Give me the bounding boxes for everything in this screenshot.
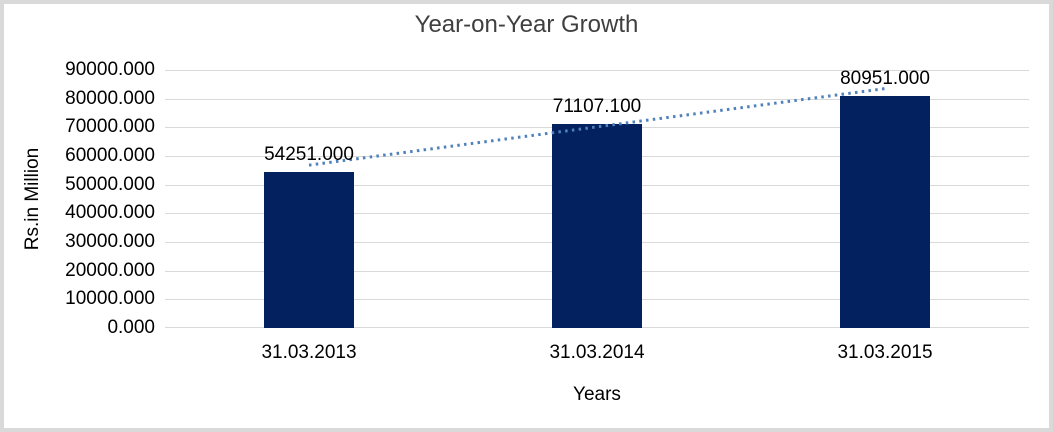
trendline: [308, 87, 886, 167]
x-tick-label: 31.03.2013: [261, 342, 357, 363]
y-tick-label: 80000.000: [65, 88, 155, 109]
x-tick-label: 31.03.2015: [837, 342, 933, 363]
x-axis-title: Years: [573, 384, 621, 405]
chart-title: Year-on-Year Growth: [414, 11, 639, 38]
bar-data-label: 71107.100: [552, 96, 642, 117]
y-tick-label: 70000.000: [65, 116, 155, 137]
y-tick-label: 90000.000: [65, 59, 155, 80]
bar: [264, 172, 354, 328]
plot-area: 54251.000 71107.100 80951.000: [165, 68, 1029, 328]
gridline: [165, 70, 1029, 71]
gridline: [165, 99, 1029, 100]
bar-data-label: 54251.000: [264, 144, 354, 165]
bar: [552, 124, 642, 328]
bar: [840, 96, 930, 328]
y-tick-label: 60000.000: [65, 145, 155, 166]
y-tick-label: 0.000: [107, 317, 155, 338]
y-tick-label: 30000.000: [65, 231, 155, 252]
y-tick-label: 40000.000: [65, 202, 155, 223]
y-tick-label: 20000.000: [65, 260, 155, 281]
bar-data-label: 80951.000: [840, 68, 930, 89]
x-tick-label: 31.03.2014: [549, 342, 645, 363]
y-tick-label: 10000.000: [65, 288, 155, 309]
y-tick-label: 50000.000: [65, 174, 155, 195]
